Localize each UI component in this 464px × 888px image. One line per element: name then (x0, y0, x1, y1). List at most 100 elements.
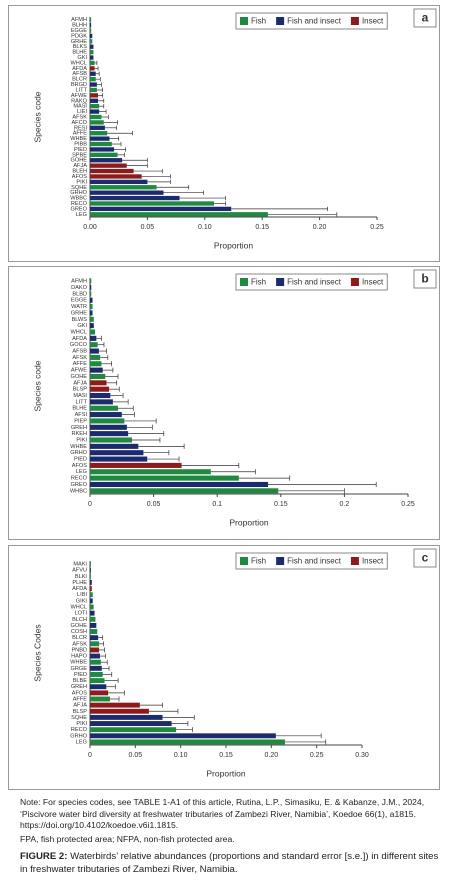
y-tick-label: GRHO (70, 733, 87, 739)
bar (90, 77, 96, 82)
y-tick-label: BLSP (73, 387, 88, 393)
bar (90, 44, 94, 49)
bar (90, 179, 148, 185)
y-tick-label: RAKQ (71, 98, 88, 104)
bar (90, 354, 101, 360)
y-tick-label: WHBC (70, 488, 87, 494)
x-tick-label: 0.10 (198, 224, 212, 231)
legend-swatch (240, 278, 248, 286)
x-tick-label: 0.30 (355, 752, 369, 759)
legend-swatch (276, 557, 285, 565)
bar (90, 727, 177, 733)
y-tick-label: RECO (71, 201, 88, 207)
bar (90, 323, 94, 329)
y-tick-label: GREH (71, 425, 87, 431)
bar (90, 469, 211, 475)
bar (90, 659, 101, 665)
bar (90, 120, 104, 125)
panel: 0.00 0.05 0.10 0.15 0.20 0.25 Proportion Specie… (8, 5, 440, 262)
y-tick-label: WBBC (70, 196, 87, 202)
legend-label: Fish and insect (287, 278, 342, 287)
y-tick-label: MASI (73, 393, 87, 399)
bar (90, 190, 164, 195)
y-tick-label: AFWE (71, 368, 87, 374)
bar (90, 17, 92, 22)
y-tick-label: LOTI (75, 611, 88, 617)
y-tick-label: COSH (71, 629, 87, 635)
bar (90, 641, 100, 647)
y-tick-label: AFSK (72, 641, 87, 647)
x-tick-label: 0 (88, 752, 92, 759)
bar (90, 567, 91, 573)
y-tick-label: BLHH (72, 23, 87, 29)
y-tick-label: WHBE (70, 660, 87, 666)
x-tick-label: 0.05 (147, 501, 161, 508)
legend-label: Insect (362, 278, 384, 287)
legend-swatch (350, 557, 359, 565)
bar (90, 418, 125, 424)
bar (90, 49, 94, 55)
y-tick-label: WHCL (71, 60, 87, 66)
bar (90, 580, 92, 585)
y-tick-label: AFDA (72, 66, 87, 72)
y-tick-label: AFMH (71, 17, 87, 23)
bar (90, 733, 276, 739)
y-tick-label: PIED (74, 147, 87, 153)
y-tick-label: BLWS (72, 317, 88, 323)
bar (90, 610, 95, 616)
bar (90, 456, 148, 462)
y-tick-label: AFJA (73, 380, 87, 386)
y-tick-label: PIKI (76, 179, 87, 185)
y-tick-label: BLCR (72, 77, 87, 83)
y-tick-label: AFFE (73, 696, 88, 702)
bar (90, 399, 113, 405)
y-tick-label: AFFE (73, 361, 88, 367)
bar (90, 678, 105, 684)
y-tick-label: MASI (73, 104, 87, 110)
legend-label: Insect (362, 17, 384, 26)
y-tick-label: AFSI (75, 412, 88, 418)
x-tick-label: 0.15 (219, 752, 233, 759)
bar (90, 278, 92, 284)
y-tick-label: HAPO (71, 654, 88, 660)
bar (90, 22, 92, 28)
y-tick-label: LIBI (77, 592, 87, 598)
caption-text: Waterbirds’ relative abundances (proport… (20, 851, 439, 875)
y-tick-label: MAKI (73, 562, 87, 568)
bar (90, 443, 139, 449)
y-tick-label: WHBE (70, 136, 87, 142)
y-tick-label: WHCL (71, 604, 87, 610)
legend-label: Fish and insect (287, 557, 342, 566)
bar (90, 361, 102, 367)
bar (90, 690, 109, 696)
y-tick-label: AFSB (72, 349, 87, 355)
y-tick-label: GRHO (70, 450, 87, 456)
panel: 0 0.05 0.1 0.15 0.2 0.25 Proportion Species cod… (8, 266, 440, 540)
y-tick-label: PIED (74, 672, 87, 678)
panel-letter-box (413, 269, 437, 289)
y-tick-label: WHBE (70, 444, 87, 450)
panel-frame (8, 545, 440, 790)
y-tick-label: GRHE (71, 310, 87, 316)
y-tick-label: BLSP (73, 709, 88, 715)
bar (90, 174, 142, 179)
y-tick-label: LITT (76, 87, 88, 93)
x-tick-label: 0.20 (313, 224, 327, 231)
y-tick-label: AFJA (73, 703, 87, 709)
y-tick-label: LEG (76, 739, 87, 745)
panel-letter: b (421, 272, 428, 286)
x-tick-label: 0.20 (265, 752, 279, 759)
y-tick-label: AFWE (71, 93, 87, 99)
y-tick-label: GOHE (71, 623, 88, 629)
bar (90, 335, 97, 341)
y-tick-label: AFSK (72, 355, 87, 361)
y-tick-label: GOCO (70, 342, 88, 348)
legend-swatch (276, 278, 285, 286)
y-tick-label: GIKI (76, 598, 88, 604)
y-tick-label: BLKI (75, 574, 88, 580)
bar (90, 136, 110, 141)
bar (90, 310, 93, 316)
y-tick-label: GOHE (71, 158, 88, 164)
y-tick-label: PIED (74, 457, 87, 463)
x-tick-label: 0.2 (340, 501, 350, 508)
